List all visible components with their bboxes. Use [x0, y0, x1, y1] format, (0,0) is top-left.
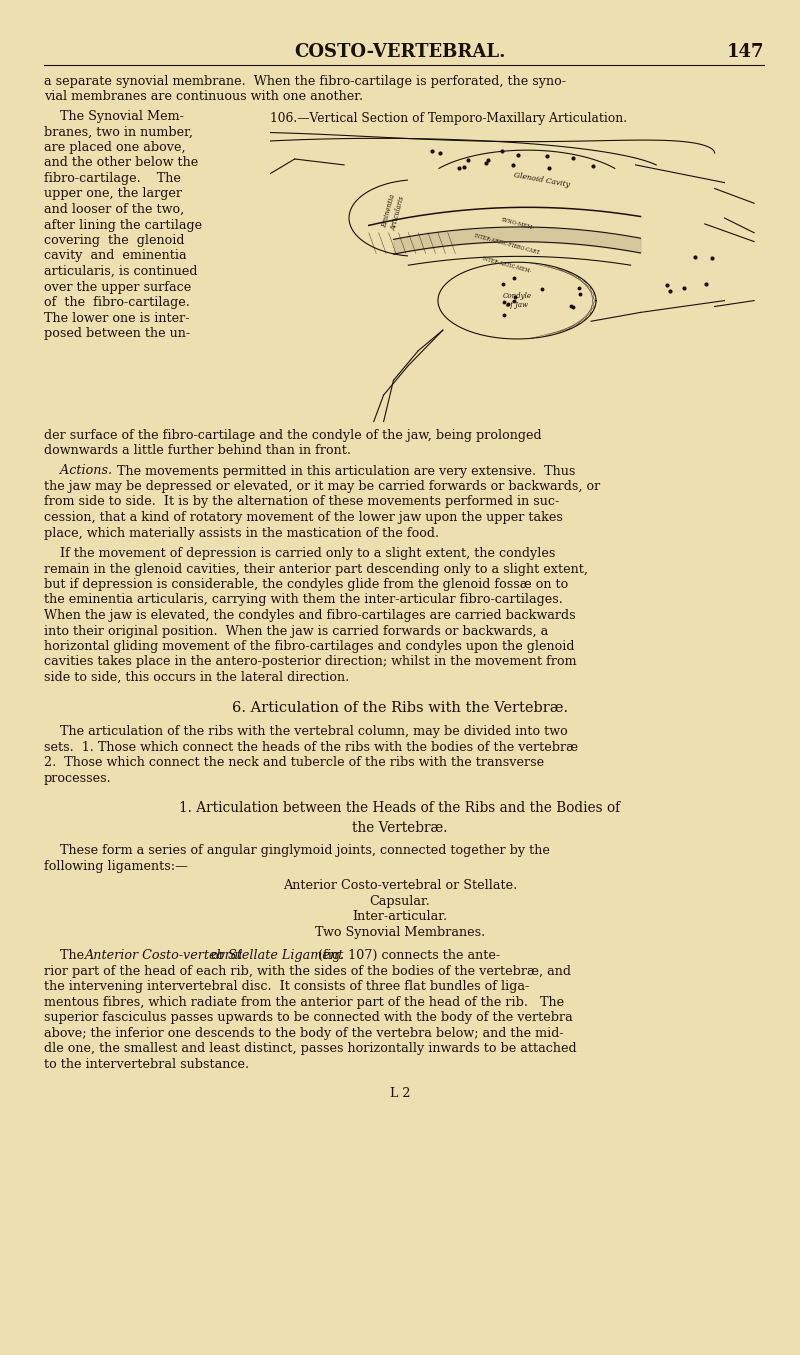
Text: processes.: processes. — [44, 772, 112, 785]
Text: from side to side.  It is by the alternation of these movements performed in suc: from side to side. It is by the alternat… — [44, 496, 559, 508]
Text: but if depression is considerable, the condyles glide from the glenoid fossæ on : but if depression is considerable, the c… — [44, 579, 568, 591]
Text: The: The — [44, 948, 88, 962]
Text: 6. Articulation of the Ribs with the Vertebræ.: 6. Articulation of the Ribs with the Ver… — [232, 701, 568, 714]
Text: INTER-ARTIC-FIBRO-CART.: INTER-ARTIC-FIBRO-CART. — [474, 233, 541, 256]
Text: The articulation of the ribs with the vertebral column, may be divided into two: The articulation of the ribs with the ve… — [44, 725, 568, 738]
Text: the eminentia articularis, carrying with them the inter-articular fibro-cartilag: the eminentia articularis, carrying with… — [44, 593, 563, 607]
Text: the Vertebræ.: the Vertebræ. — [352, 821, 448, 835]
Text: Anterior Costo-vertebral: Anterior Costo-vertebral — [85, 948, 243, 962]
Text: Stellate Ligament: Stellate Ligament — [227, 948, 343, 962]
Text: posed between the un-: posed between the un- — [44, 327, 190, 340]
Text: sets.  1. Those which connect the heads of the ribs with the bodies of the verte: sets. 1. Those which connect the heads o… — [44, 741, 578, 753]
Text: articularis, is continued: articularis, is continued — [44, 266, 198, 278]
Text: Capsular.: Capsular. — [370, 894, 430, 908]
Text: vial membranes are continuous with one another.: vial membranes are continuous with one a… — [44, 91, 363, 103]
Text: mentous fibres, which radiate from the anterior part of the head of the rib.   T: mentous fibres, which radiate from the a… — [44, 996, 564, 1008]
Text: horizontal gliding movement of the fibro-cartilages and condyles upon the glenoi: horizontal gliding movement of the fibro… — [44, 640, 574, 653]
Text: cavity  and  eminentia: cavity and eminentia — [44, 249, 186, 263]
Text: and the other below the: and the other below the — [44, 156, 198, 169]
Text: Condyle
of Jaw: Condyle of Jaw — [502, 291, 531, 309]
Text: remain in the glenoid cavities, their anterior part descending only to a slight : remain in the glenoid cavities, their an… — [44, 562, 588, 576]
Text: When the jaw is elevated, the condyles and fibro-cartilages are carried backward: When the jaw is elevated, the condyles a… — [44, 608, 576, 622]
Text: L 2: L 2 — [390, 1087, 410, 1100]
Text: are placed one above,: are placed one above, — [44, 141, 186, 154]
Text: side to side, this occurs in the lateral direction.: side to side, this occurs in the lateral… — [44, 671, 350, 684]
Text: downwards a little further behind than in front.: downwards a little further behind than i… — [44, 444, 351, 457]
Text: superior fasciculus passes upwards to be connected with the body of the vertebra: superior fasciculus passes upwards to be… — [44, 1011, 573, 1024]
Text: INTER-ARTIC-MEM-: INTER-ARTIC-MEM- — [482, 256, 533, 274]
Text: after lining the cartilage: after lining the cartilage — [44, 218, 202, 232]
Text: dle one, the smallest and least distinct, passes horizontally inwards to be atta: dle one, the smallest and least distinct… — [44, 1042, 577, 1056]
Text: Actions.: Actions. — [44, 465, 112, 477]
Text: Eminentia
Articularis: Eminentia Articularis — [381, 192, 406, 232]
Text: the intervening intervertebral disc.  It consists of three flat bundles of liga-: the intervening intervertebral disc. It … — [44, 980, 530, 993]
Text: 1. Articulation between the Heads of the Ribs and the Bodies of: 1. Articulation between the Heads of the… — [179, 801, 621, 816]
Text: The Synovial Mem-: The Synovial Mem- — [44, 110, 184, 123]
Text: cession, that a kind of rotatory movement of the lower jaw upon the upper takes: cession, that a kind of rotatory movemen… — [44, 511, 563, 524]
Text: Glenoid Cavity: Glenoid Cavity — [513, 171, 570, 188]
Text: place, which materially assists in the mastication of the food.: place, which materially assists in the m… — [44, 527, 439, 539]
Text: or: or — [207, 948, 229, 962]
Text: der surface of the fibro-cartilage and the condyle of the jaw, being prolonged: der surface of the fibro-cartilage and t… — [44, 428, 542, 442]
Text: of  the  fibro-cartilage.: of the fibro-cartilage. — [44, 295, 190, 309]
Text: following ligaments:—: following ligaments:— — [44, 859, 188, 873]
Text: cavities takes place in the antero-posterior direction; whilst in the movement f: cavities takes place in the antero-poste… — [44, 656, 577, 668]
Text: SYNO-MEM-: SYNO-MEM- — [500, 217, 534, 230]
Text: branes, two in number,: branes, two in number, — [44, 126, 193, 138]
Text: into their original position.  When the jaw is carried forwards or backwards, a: into their original position. When the j… — [44, 625, 548, 637]
Text: over the upper surface: over the upper surface — [44, 280, 191, 294]
Text: Two Synovial Membranes.: Two Synovial Membranes. — [315, 925, 485, 939]
Text: rior part of the head of each rib, with the sides of the bodies of the vertebræ,: rior part of the head of each rib, with … — [44, 965, 571, 977]
Text: 106.—Vertical Section of Temporo-Maxillary Articulation.: 106.—Vertical Section of Temporo-Maxilla… — [270, 112, 627, 125]
Text: fibro-cartilage.    The: fibro-cartilage. The — [44, 172, 181, 186]
Text: Inter-articular.: Inter-articular. — [353, 911, 447, 923]
Text: COSTO-VERTEBRAL.: COSTO-VERTEBRAL. — [294, 43, 506, 61]
Text: covering  the  glenoid: covering the glenoid — [44, 234, 185, 247]
Text: The lower one is inter-: The lower one is inter- — [44, 312, 190, 324]
Text: 2.  Those which connect the neck and tubercle of the ribs with the transverse: 2. Those which connect the neck and tube… — [44, 756, 544, 770]
Text: the jaw may be depressed or elevated, or it may be carried forwards or backwards: the jaw may be depressed or elevated, or… — [44, 480, 600, 493]
Text: Anterior Costo-vertebral or Stellate.: Anterior Costo-vertebral or Stellate. — [283, 879, 517, 892]
Text: (fig. 107) connects the ante-: (fig. 107) connects the ante- — [314, 948, 501, 962]
Text: a separate synovial membrane.  When the fibro-cartilage is perforated, the syno-: a separate synovial membrane. When the f… — [44, 75, 566, 88]
Text: and looser of the two,: and looser of the two, — [44, 203, 184, 215]
Text: The movements permitted in this articulation are very extensive.  Thus: The movements permitted in this articula… — [109, 465, 575, 477]
Text: These form a series of angular ginglymoid joints, connected together by the: These form a series of angular ginglymoi… — [44, 844, 550, 858]
Text: If the movement of depression is carried only to a slight extent, the condyles: If the movement of depression is carried… — [44, 547, 555, 560]
Text: above; the inferior one descends to the body of the vertebra below; and the mid-: above; the inferior one descends to the … — [44, 1027, 564, 1039]
Text: to the intervertebral substance.: to the intervertebral substance. — [44, 1057, 249, 1070]
Text: 147: 147 — [726, 43, 764, 61]
Text: upper one, the larger: upper one, the larger — [44, 187, 182, 201]
